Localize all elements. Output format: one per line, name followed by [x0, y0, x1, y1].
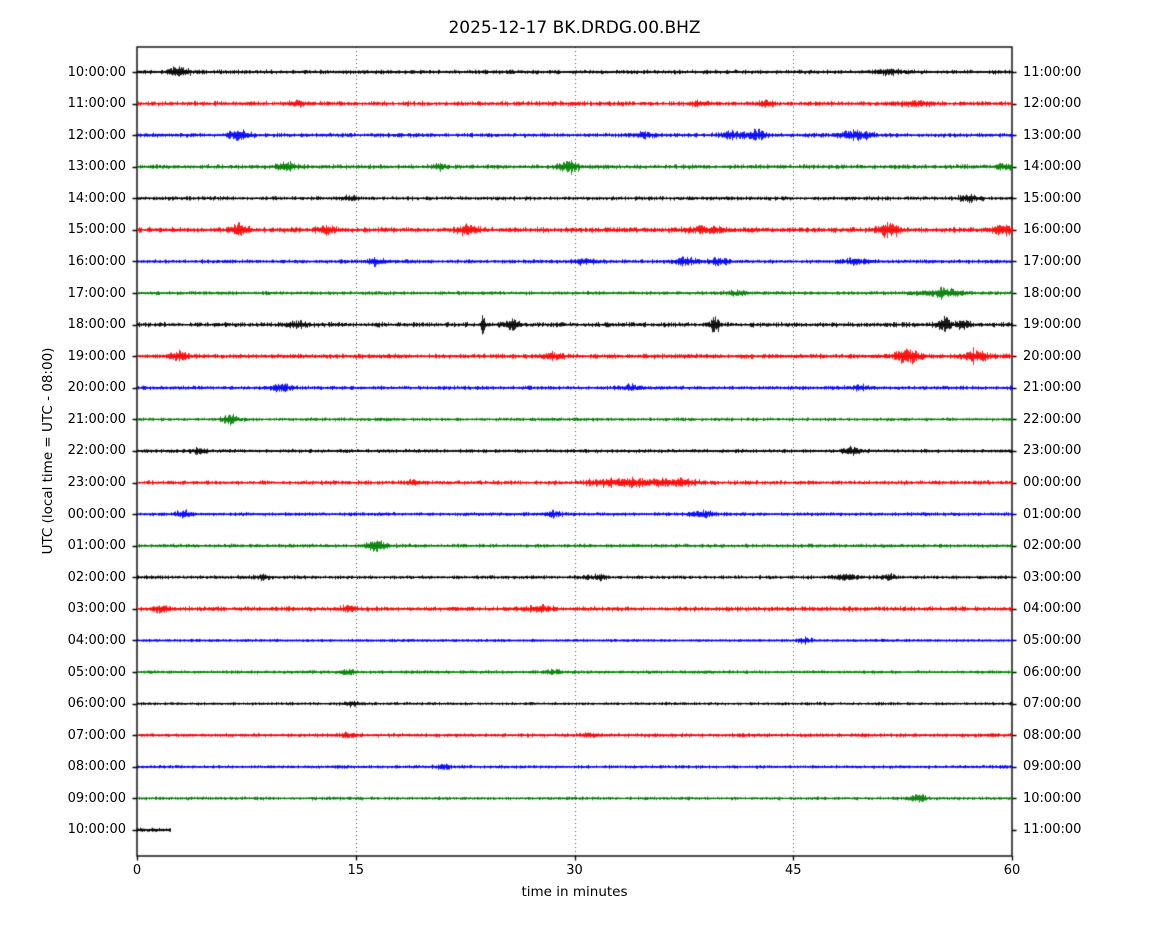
- x-tick-label: 0: [132, 863, 142, 878]
- y-tick-label-right: 05:00:00: [1023, 632, 1082, 648]
- y-tick-label-left: 15:00:00: [67, 222, 126, 238]
- y-tick-label-right: 09:00:00: [1023, 759, 1082, 775]
- y-tick-label-right: 15:00:00: [1023, 190, 1082, 206]
- y-tick-label-right: 13:00:00: [1023, 127, 1082, 143]
- x-tick-label: 60: [1003, 863, 1021, 878]
- y-tick-label-left: 16:00:00: [67, 253, 126, 269]
- y-tick-label-right: 23:00:00: [1023, 443, 1082, 459]
- y-tick-label-right: 22:00:00: [1023, 411, 1082, 427]
- y-tick-label-right: 00:00:00: [1023, 475, 1082, 491]
- x-tick-label: 45: [784, 863, 802, 878]
- y-axis-label: UTC (local time = UTC - 08:00): [40, 347, 56, 555]
- y-tick-label-left: 21:00:00: [67, 411, 126, 427]
- y-tick-label-right: 16:00:00: [1023, 222, 1082, 238]
- x-tick-label: 15: [347, 863, 365, 878]
- y-tick-label-right: 14:00:00: [1023, 159, 1082, 175]
- y-tick-label-left: 06:00:00: [67, 696, 126, 712]
- y-tick-label-right: 17:00:00: [1023, 253, 1082, 269]
- y-tick-label-right: 07:00:00: [1023, 696, 1082, 712]
- y-tick-label-right: 20:00:00: [1023, 348, 1082, 364]
- y-tick-label-left: 04:00:00: [67, 632, 126, 648]
- y-tick-label-right: 19:00:00: [1023, 317, 1082, 333]
- y-tick-label-right: 12:00:00: [1023, 96, 1082, 112]
- x-axis-label: time in minutes: [521, 884, 628, 900]
- y-tick-label-left: 23:00:00: [67, 475, 126, 491]
- y-tick-label-left: 17:00:00: [67, 285, 126, 301]
- y-tick-label-right: 11:00:00: [1023, 64, 1082, 80]
- y-tick-label-right: 03:00:00: [1023, 569, 1082, 585]
- y-tick-label-left: 02:00:00: [67, 569, 126, 585]
- y-tick-label-left: 09:00:00: [67, 790, 126, 806]
- y-tick-label-right: 11:00:00: [1023, 822, 1082, 838]
- y-tick-label-left: 14:00:00: [67, 190, 126, 206]
- y-tick-label-right: 02:00:00: [1023, 538, 1082, 554]
- y-tick-label-left: 13:00:00: [67, 159, 126, 175]
- y-tick-label-right: 21:00:00: [1023, 380, 1082, 396]
- y-tick-label-right: 01:00:00: [1023, 506, 1082, 522]
- y-tick-label-right: 10:00:00: [1023, 790, 1082, 806]
- y-tick-label-left: 10:00:00: [67, 822, 126, 838]
- y-tick-label-right: 06:00:00: [1023, 664, 1082, 680]
- y-tick-label-left: 12:00:00: [67, 127, 126, 143]
- y-tick-label-left: 20:00:00: [67, 380, 126, 396]
- y-tick-label-right: 18:00:00: [1023, 285, 1082, 301]
- x-tick-label: 30: [566, 863, 583, 878]
- y-tick-label-left: 03:00:00: [67, 601, 126, 617]
- y-tick-label-left: 05:00:00: [67, 664, 126, 680]
- y-tick-label-right: 08:00:00: [1023, 727, 1082, 743]
- y-tick-label-left: 18:00:00: [67, 317, 126, 333]
- y-tick-label-left: 10:00:00: [67, 64, 126, 80]
- y-tick-label-left: 08:00:00: [67, 759, 126, 775]
- y-tick-label-left: 11:00:00: [67, 96, 126, 112]
- y-tick-label-left: 01:00:00: [67, 538, 126, 554]
- y-tick-label-left: 07:00:00: [67, 727, 126, 743]
- y-tick-label-left: 00:00:00: [67, 506, 126, 522]
- y-tick-label-left: 22:00:00: [67, 443, 126, 459]
- y-tick-label-left: 19:00:00: [67, 348, 126, 364]
- y-tick-label-right: 04:00:00: [1023, 601, 1082, 617]
